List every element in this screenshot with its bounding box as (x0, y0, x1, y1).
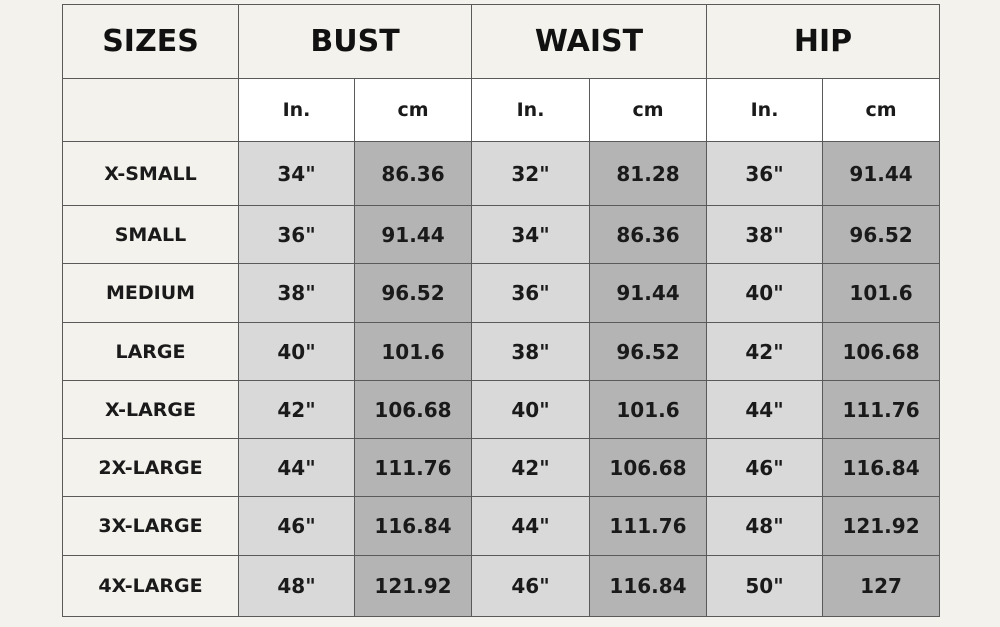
size-cell: X-LARGE (62, 380, 239, 439)
waist-in-cell: 34" (471, 205, 591, 264)
waist-in-cell: 32" (471, 141, 591, 206)
bust-in-cell: 34" (238, 141, 355, 206)
hip-in-cell: 42" (706, 322, 824, 381)
header-sizes: SIZES (62, 4, 239, 79)
units-row: In. cm In. cm In. cm (62, 78, 941, 142)
bust-in-cell: 40" (238, 322, 355, 381)
hip-in-cell: 44" (706, 380, 824, 439)
waist-in-cell: 46" (471, 555, 591, 617)
table-row: X-SMALL 34" 86.36 32" 81.28 36" 91.44 (62, 141, 941, 206)
table-row: SMALL 36" 91.44 34" 86.36 38" 96.52 (62, 205, 941, 264)
waist-cm-cell: 101.6 (589, 380, 708, 439)
blank-cell (62, 78, 239, 142)
hip-cm-cell: 111.76 (822, 380, 941, 439)
waist-in-cell: 36" (471, 263, 591, 323)
waist-cm-cell: 91.44 (589, 263, 708, 323)
unit-cm: cm (589, 78, 708, 142)
waist-in-cell: 42" (471, 438, 591, 497)
table-row: 4X-LARGE 48" 121.92 46" 116.84 50" 127 (62, 555, 941, 617)
table-row: 3X-LARGE 46" 116.84 44" 111.76 48" 121.92 (62, 496, 941, 556)
hip-cm-cell: 116.84 (822, 438, 941, 497)
table-row: X-LARGE 42" 106.68 40" 101.6 44" 111.76 (62, 380, 941, 439)
waist-cm-cell: 111.76 (589, 496, 708, 556)
table-row: 2X-LARGE 44" 111.76 42" 106.68 46" 116.84 (62, 438, 941, 497)
hip-in-cell: 40" (706, 263, 824, 323)
hip-in-cell: 48" (706, 496, 824, 556)
bust-cm-cell: 121.92 (353, 555, 473, 617)
size-cell: 3X-LARGE (62, 496, 239, 556)
hip-cm-cell: 91.44 (822, 141, 941, 206)
bust-cm-cell: 116.84 (353, 496, 473, 556)
bust-in-cell: 46" (238, 496, 355, 556)
waist-in-cell: 40" (471, 380, 591, 439)
hip-in-cell: 36" (706, 141, 824, 206)
size-cell: LARGE (62, 322, 239, 381)
hip-cm-cell: 106.68 (822, 322, 941, 381)
hip-cm-cell: 101.6 (822, 263, 941, 323)
size-cell: SMALL (62, 205, 239, 264)
unit-inch: In. (706, 78, 824, 142)
header-bust: BUST (237, 4, 473, 79)
waist-cm-cell: 116.84 (589, 555, 708, 617)
hip-cm-cell: 96.52 (822, 205, 941, 264)
bust-in-cell: 36" (238, 205, 355, 264)
table-row: LARGE 40" 101.6 38" 96.52 42" 106.68 (62, 322, 941, 381)
size-cell: MEDIUM (62, 263, 239, 323)
table-row: MEDIUM 38" 96.52 36" 91.44 40" 101.6 (62, 263, 941, 323)
header-waist: WAIST (471, 4, 708, 79)
unit-inch: In. (471, 78, 591, 142)
waist-cm-cell: 81.28 (589, 141, 708, 206)
waist-cm-cell: 106.68 (589, 438, 708, 497)
unit-cm: cm (353, 78, 473, 142)
bust-cm-cell: 86.36 (353, 141, 473, 206)
header-hip: HIP (706, 4, 941, 79)
waist-cm-cell: 86.36 (589, 205, 708, 264)
size-cell: 2X-LARGE (62, 438, 239, 497)
bust-in-cell: 48" (238, 555, 355, 617)
unit-cm: cm (822, 78, 941, 142)
bust-cm-cell: 91.44 (353, 205, 473, 264)
size-cell: 4X-LARGE (62, 555, 239, 617)
size-cell: X-SMALL (62, 141, 239, 206)
hip-in-cell: 46" (706, 438, 824, 497)
hip-in-cell: 38" (706, 205, 824, 264)
bust-in-cell: 38" (238, 263, 355, 323)
waist-in-cell: 38" (471, 322, 591, 381)
bust-in-cell: 42" (238, 380, 355, 439)
hip-cm-cell: 127 (822, 555, 941, 617)
waist-in-cell: 44" (471, 496, 591, 556)
bust-cm-cell: 111.76 (353, 438, 473, 497)
bust-cm-cell: 96.52 (353, 263, 473, 323)
bust-cm-cell: 101.6 (353, 322, 473, 381)
bust-in-cell: 44" (238, 438, 355, 497)
unit-inch: In. (238, 78, 355, 142)
waist-cm-cell: 96.52 (589, 322, 708, 381)
hip-cm-cell: 121.92 (822, 496, 941, 556)
hip-in-cell: 50" (706, 555, 824, 617)
size-chart-table: SIZES BUST WAIST HIP In. cm In. cm In. c… (62, 4, 941, 617)
bust-cm-cell: 106.68 (353, 380, 473, 439)
